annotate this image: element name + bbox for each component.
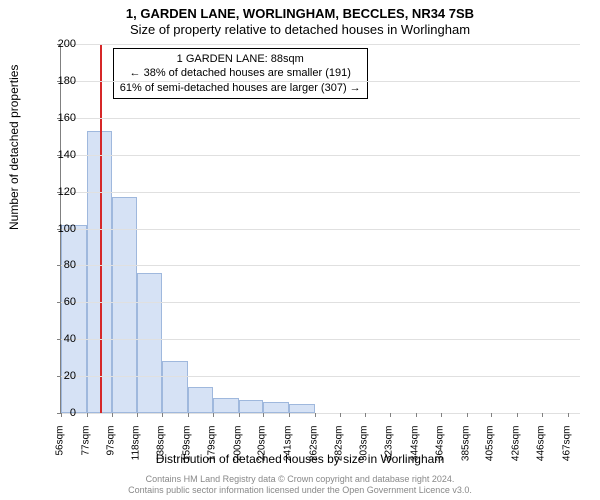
xtick-mark — [289, 413, 290, 417]
gridline — [61, 192, 580, 193]
xtick-mark — [390, 413, 391, 417]
bar — [213, 398, 239, 413]
xtick-label: 323sqm — [384, 426, 395, 466]
ytick-label: 140 — [36, 149, 76, 161]
xtick-label: 241sqm — [283, 426, 294, 466]
attribution-line-2: Contains public sector information licen… — [0, 485, 600, 496]
bar — [61, 225, 87, 413]
gridline — [61, 81, 580, 82]
ytick-label: 120 — [36, 186, 76, 198]
bar — [263, 402, 289, 413]
xtick-mark — [239, 413, 240, 417]
xtick-mark — [137, 413, 138, 417]
ytick-label: 200 — [36, 38, 76, 50]
xtick-label: 467sqm — [561, 426, 572, 466]
xtick-label: 446sqm — [535, 426, 546, 466]
subtitle: Size of property relative to detached ho… — [0, 22, 600, 37]
gridline — [61, 413, 580, 414]
bar — [137, 273, 162, 413]
chart-plot-area: 1 GARDEN LANE: 88sqm ← 38% of detached h… — [60, 44, 580, 414]
xtick-mark — [263, 413, 264, 417]
gridline — [61, 44, 580, 45]
gridline — [61, 302, 580, 303]
gridline — [61, 376, 580, 377]
xtick-label: 97sqm — [105, 426, 116, 466]
attribution: Contains HM Land Registry data © Crown c… — [0, 474, 600, 496]
bar — [188, 387, 213, 413]
xtick-label: 200sqm — [232, 426, 243, 466]
y-axis-label: Number of detached properties — [7, 65, 21, 230]
xtick-mark — [467, 413, 468, 417]
ytick-label: 80 — [36, 259, 76, 271]
xtick-label: 385sqm — [460, 426, 471, 466]
ytick-label: 60 — [36, 296, 76, 308]
gridline — [61, 265, 580, 266]
bar — [162, 361, 188, 413]
ytick-label: 40 — [36, 333, 76, 345]
gridline — [61, 229, 580, 230]
bar — [87, 131, 112, 413]
xtick-label: 405sqm — [485, 426, 496, 466]
ytick-label: 160 — [36, 112, 76, 124]
xtick-mark — [112, 413, 113, 417]
xtick-label: 56sqm — [55, 426, 66, 466]
attribution-line-1: Contains HM Land Registry data © Crown c… — [0, 474, 600, 485]
xtick-mark — [87, 413, 88, 417]
xtick-label: 426sqm — [511, 426, 522, 466]
bar — [112, 197, 138, 413]
bar — [289, 404, 315, 413]
xtick-label: 344sqm — [410, 426, 421, 466]
gridline — [61, 118, 580, 119]
bar — [239, 400, 264, 413]
gridline — [61, 339, 580, 340]
xtick-label: 364sqm — [434, 426, 445, 466]
ytick-label: 180 — [36, 75, 76, 87]
xtick-label: 303sqm — [359, 426, 370, 466]
gridline — [61, 155, 580, 156]
xtick-mark — [441, 413, 442, 417]
annotation-box: 1 GARDEN LANE: 88sqm ← 38% of detached h… — [113, 48, 368, 99]
xtick-mark — [491, 413, 492, 417]
xtick-mark — [340, 413, 341, 417]
xtick-mark — [416, 413, 417, 417]
xtick-label: 282sqm — [333, 426, 344, 466]
ytick-label: 100 — [36, 223, 76, 235]
xtick-mark — [213, 413, 214, 417]
xtick-label: 179sqm — [206, 426, 217, 466]
address-title: 1, GARDEN LANE, WORLINGHAM, BECCLES, NR3… — [0, 6, 600, 21]
xtick-mark — [517, 413, 518, 417]
xtick-mark — [568, 413, 569, 417]
ytick-label: 20 — [36, 370, 76, 382]
xtick-label: 138sqm — [156, 426, 167, 466]
xtick-mark — [315, 413, 316, 417]
xtick-label: 118sqm — [131, 426, 142, 466]
annotation-line-2: ← 38% of detached houses are smaller (19… — [120, 66, 361, 80]
annotation-line-3: 61% of semi-detached houses are larger (… — [120, 81, 361, 95]
xtick-mark — [162, 413, 163, 417]
xtick-label: 159sqm — [181, 426, 192, 466]
xtick-label: 77sqm — [80, 426, 91, 466]
xtick-mark — [188, 413, 189, 417]
xtick-mark — [542, 413, 543, 417]
xtick-label: 262sqm — [308, 426, 319, 466]
xtick-mark — [365, 413, 366, 417]
ytick-label: 0 — [36, 407, 76, 419]
annotation-line-1: 1 GARDEN LANE: 88sqm — [120, 52, 361, 66]
xtick-label: 220sqm — [257, 426, 268, 466]
